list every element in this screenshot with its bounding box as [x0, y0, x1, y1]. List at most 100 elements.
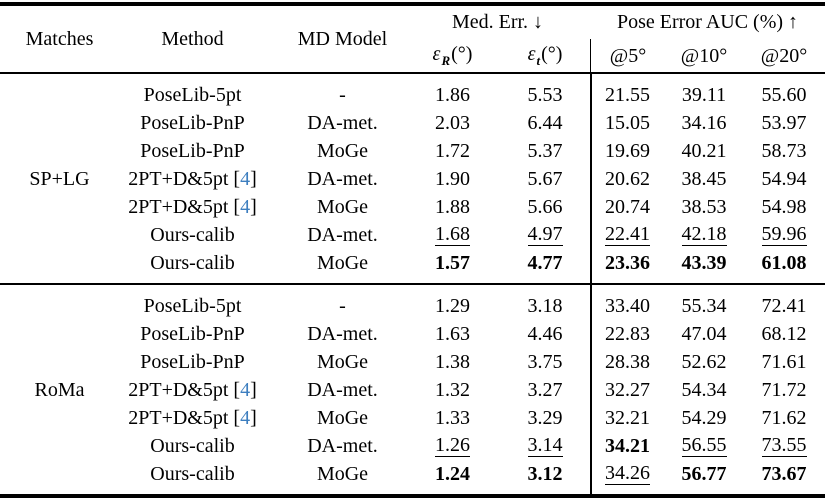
value: 42.18: [681, 223, 727, 246]
table-row: RoMa 2PT+D&5pt [4] DA-met. 1.32 3.27 32.27 54.…: [0, 376, 825, 404]
value: 71.62: [761, 407, 807, 429]
value-cell: 33.40: [590, 292, 665, 320]
method-name: Ours-calib: [150, 435, 235, 457]
epsilon-r-header: εR(°): [405, 39, 500, 72]
group-separator-rule: [0, 283, 825, 285]
value: 4.46: [527, 323, 563, 345]
md-model-cell: DA-met.: [307, 112, 378, 134]
citation-link[interactable]: 4: [240, 379, 251, 401]
value: 1.57: [435, 252, 470, 274]
table-group: PoseLib-5pt -1.29 3.18 33.40 55.34 72.41 PoseL…: [0, 285, 825, 494]
value: 38.45: [681, 168, 727, 190]
method-cell: Ours-calib: [105, 249, 280, 277]
table-row: PoseLib-5pt - 1.86 5.53 21.55 39.11 55.60: [0, 81, 825, 109]
value-cell: 1.38: [405, 348, 500, 376]
citation-link[interactable]: 4: [240, 168, 251, 190]
value-cell: 3.75: [500, 348, 590, 376]
table-row: 2PT+D&5pt [4] MoGe 1.33 3.29 32.21 54.29 71.62: [0, 404, 825, 432]
table-row: Ours-calib MoGe 1.57 4.77 23.36 43.39 61.08: [0, 249, 825, 277]
method-cell: PoseLib-5pt: [105, 81, 280, 109]
value: 34.21: [605, 435, 650, 457]
value: 1.26: [435, 434, 470, 457]
value: 38.53: [681, 196, 727, 218]
method-cell: PoseLib-PnP: [105, 348, 280, 376]
value: 1.68: [435, 223, 470, 246]
table-header: Matches Method MD Model Med. Err. ↓ Pose…: [0, 6, 825, 72]
metric-headers: Med. Err. ↓ Pose Error AUC (%) ↑ εR(°) ε…: [405, 6, 825, 72]
matches-label: [0, 348, 105, 376]
epsilon-t-symbol: εt(°): [527, 43, 563, 68]
value: 1.29: [435, 295, 470, 317]
value: 2.03: [435, 112, 470, 134]
metric-group-row: Med. Err. ↓ Pose Error AUC (%) ↑: [405, 6, 825, 39]
value: 73.55: [761, 434, 807, 457]
value-cell: 1.90: [405, 165, 500, 193]
value-cell: 5.66: [500, 193, 590, 221]
value: 3.75: [527, 351, 563, 373]
value-cell: 1.57: [405, 249, 500, 277]
citation-link[interactable]: 4: [240, 196, 251, 218]
auc-5deg-header: @5°: [590, 39, 665, 72]
table-row: PoseLib-5pt - 1.29 3.18 33.40 55.34 72.41: [0, 292, 825, 320]
matches-label: SP+LG: [29, 168, 90, 190]
value: 32.21: [605, 407, 650, 429]
matches-label: [0, 81, 105, 109]
value-cell: 1.29: [405, 292, 500, 320]
method-column-header: Method: [161, 28, 224, 50]
value-cell: 34.16: [665, 109, 743, 137]
value-cell: 39.11: [665, 81, 743, 109]
value-cell: 38.45: [665, 165, 743, 193]
value-cell: 40.21: [665, 137, 743, 165]
method-cell: PoseLib-PnP: [105, 109, 280, 137]
value-cell: 55.60: [743, 81, 825, 109]
value-cell: 3.18: [500, 292, 590, 320]
value: 55.34: [681, 295, 727, 317]
method-cell: PoseLib-5pt: [105, 292, 280, 320]
column-divider: [590, 285, 592, 494]
method-name: 2PT+D&5pt: [128, 168, 229, 190]
value: 56.55: [681, 434, 727, 457]
md-model-cell: DA-met.: [307, 435, 378, 457]
value: 1.90: [435, 168, 470, 190]
value: 5.53: [527, 84, 563, 106]
value: 32.27: [605, 379, 650, 401]
value-cell: 3.14: [500, 432, 590, 460]
value: 1.63: [435, 323, 470, 345]
value: 39.11: [681, 84, 727, 106]
value-cell: 6.44: [500, 109, 590, 137]
value: 4.97: [527, 223, 563, 246]
median-error-group-header: Med. Err. ↓: [451, 11, 544, 33]
value: 21.55: [605, 84, 650, 106]
value: 61.08: [761, 252, 807, 274]
value: 53.97: [761, 112, 807, 134]
auc-20deg-header: @20°: [760, 44, 808, 67]
matches-column-header: Matches: [25, 28, 94, 50]
value-cell: 20.74: [590, 193, 665, 221]
value-cell: 54.98: [743, 193, 825, 221]
value-cell: 42.18: [665, 221, 743, 249]
value: 6.44: [527, 112, 563, 134]
value: 33.40: [605, 295, 650, 317]
matches-label: [0, 193, 105, 221]
pose-error-auc-group-header: Pose Error AUC (%) ↑: [616, 11, 799, 33]
header-rule: [0, 72, 825, 74]
value: 3.29: [527, 407, 563, 429]
value: 71.61: [761, 351, 807, 373]
value-cell: 20.62: [590, 165, 665, 193]
value-cell: 56.77: [665, 460, 743, 488]
citation-link[interactable]: 4: [240, 407, 251, 429]
value-cell: 15.05: [590, 109, 665, 137]
value: 72.41: [761, 295, 807, 317]
value-cell: 56.55: [665, 432, 743, 460]
value-cell: 52.62: [665, 348, 743, 376]
matches-label: [0, 109, 105, 137]
method-name: Ours-calib: [150, 252, 235, 274]
value-cell: 53.97: [743, 109, 825, 137]
value: 1.38: [435, 351, 470, 373]
value-cell: 4.77: [500, 249, 590, 277]
method-cell: 2PT+D&5pt [4]: [128, 407, 257, 429]
value-cell: 4.97: [500, 221, 590, 249]
value-cell: 1.63: [405, 320, 500, 348]
value: 58.73: [761, 140, 807, 162]
column-divider: [590, 74, 592, 283]
